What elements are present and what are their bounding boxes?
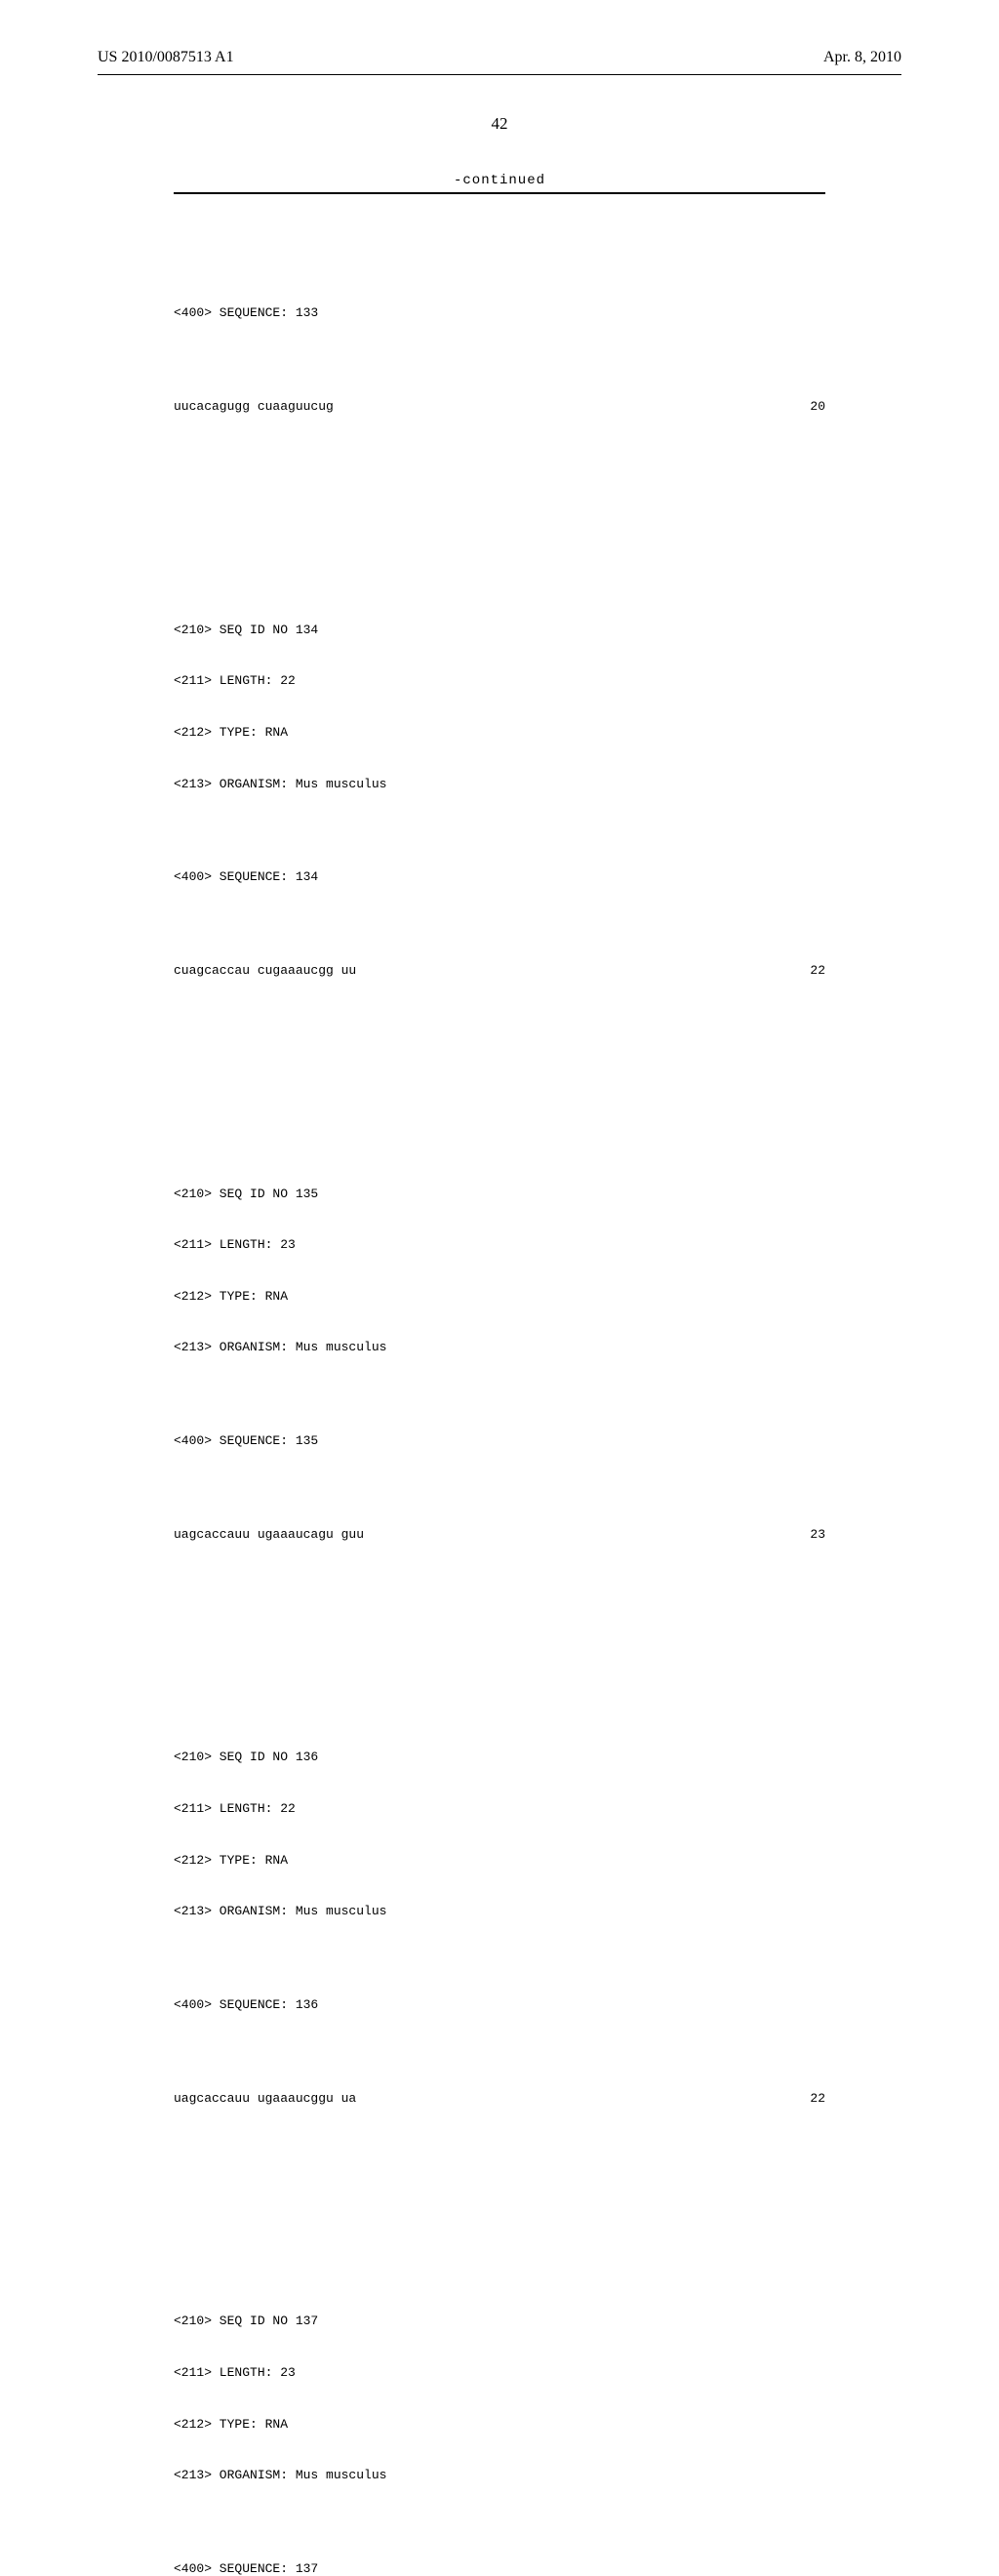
meta-line: <210> SEQ ID NO 134 [174,622,825,639]
meta-line: <210> SEQ ID NO 136 [174,1749,825,1766]
meta-line: <210> SEQ ID NO 135 [174,1186,825,1203]
meta-line: <213> ORGANISM: Mus musculus [174,1903,825,1920]
sequence-row: uagcaccauu ugaaaucagu guu 23 [174,1526,825,1544]
seq-label-line: <400> SEQUENCE: 135 [174,1432,825,1450]
sequence-text: uucacagugg cuaaguucug [174,398,334,416]
sequence-length: 22 [810,2090,825,2108]
sequence-length: 20 [810,398,825,416]
header-rule [98,74,901,75]
meta-line: <211> LENGTH: 23 [174,1236,825,1254]
sequence-text: cuagcaccau cugaaaucgg uu [174,962,356,980]
seq-entry: <210> SEQ ID NO 135 <211> LENGTH: 23 <21… [174,1150,825,1577]
seq-entry: <210> SEQ ID NO 137 <211> LENGTH: 23 <21… [174,2278,825,2576]
meta-line: <212> TYPE: RNA [174,1852,825,1870]
meta-line: <212> TYPE: RNA [174,2416,825,2434]
meta-line: <213> ORGANISM: Mus musculus [174,2467,825,2484]
seq-entry: <210> SEQ ID NO 134 <211> LENGTH: 22 <21… [174,586,825,1013]
continued-label: -continued [98,173,901,188]
heavy-rule [174,192,825,194]
publication-date: Apr. 8, 2010 [823,49,901,66]
page-header: US 2010/0087513 A1 Apr. 8, 2010 [98,49,901,66]
sequence-length: 22 [810,962,825,980]
meta-line: <211> LENGTH: 22 [174,672,825,690]
sequence-listing: <400> SEQUENCE: 133 uucacagugg cuaaguucu… [174,202,825,2576]
seq-entry: <400> SEQUENCE: 133 uucacagugg cuaaguucu… [174,270,825,449]
meta-line: <213> ORGANISM: Mus musculus [174,1339,825,1356]
sequence-text: uagcaccauu ugaaaucggu ua [174,2090,356,2108]
meta-line: <213> ORGANISM: Mus musculus [174,776,825,793]
meta-line: <212> TYPE: RNA [174,1288,825,1306]
sequence-row: uagcaccauu ugaaaucggu ua 22 [174,2090,825,2108]
seq-label-line: <400> SEQUENCE: 136 [174,1996,825,2014]
seq-label-line: <400> SEQUENCE: 137 [174,2560,825,2576]
meta-line: <210> SEQ ID NO 137 [174,2313,825,2330]
sequence-text: uagcaccauu ugaaaucagu guu [174,1526,364,1544]
publication-number: US 2010/0087513 A1 [98,49,234,66]
seq-entry: <210> SEQ ID NO 136 <211> LENGTH: 22 <21… [174,1714,825,2141]
page-number: 42 [98,114,901,134]
meta-line: <211> LENGTH: 23 [174,2364,825,2382]
sequence-row: cuagcaccau cugaaaucgg uu 22 [174,962,825,980]
sequence-row: uucacagugg cuaaguucug 20 [174,398,825,416]
sequence-length: 23 [810,1526,825,1544]
seq-label-line: <400> SEQUENCE: 134 [174,868,825,886]
seq-label-line: <400> SEQUENCE: 133 [174,304,825,322]
meta-line: <211> LENGTH: 22 [174,1800,825,1818]
meta-line: <212> TYPE: RNA [174,724,825,742]
